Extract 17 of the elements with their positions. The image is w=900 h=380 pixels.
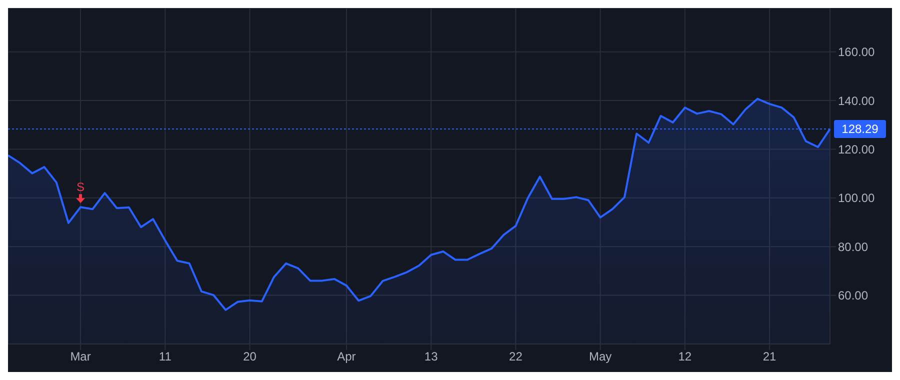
y-tick-label: 80.00 [838,240,868,254]
y-tick-label: 160.00 [838,45,876,60]
x-tick-label: 20 [243,350,257,364]
annotation: S [76,180,85,194]
x-tick-label: 21 [762,350,777,364]
x-tick-label: 12 [678,350,692,364]
x-tick-label: May [588,350,612,364]
x-tick-label: 11 [158,350,172,364]
x-tick-label: 22 [509,350,523,364]
y-tick-label: 100.00 [838,191,876,206]
y-tick-label: 60.00 [838,288,868,303]
x-tick-label: Apr [337,350,356,364]
x-tick-label: 13 [424,350,438,364]
x-tick-label: Mar [70,350,91,364]
y-tick-label: 120.00 [838,142,876,156]
ref-line-label: 128.29 [842,122,879,136]
y-tick-label: 140.00 [838,94,876,108]
